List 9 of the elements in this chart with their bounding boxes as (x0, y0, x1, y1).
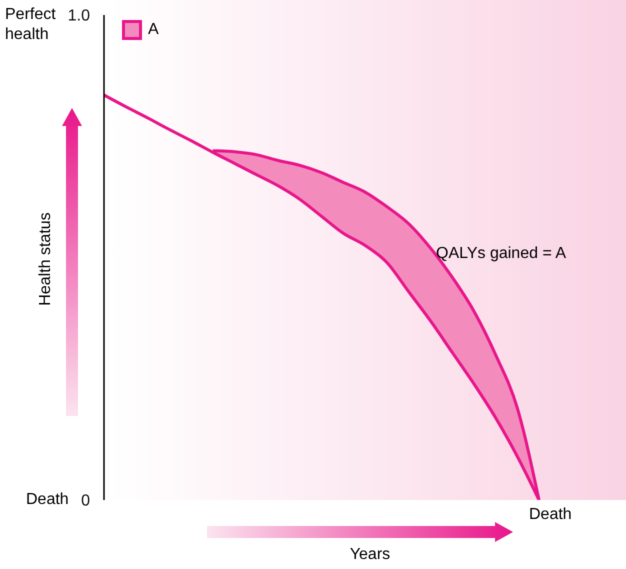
legend-label: A (148, 21, 159, 39)
y-tick-label: 0 (81, 492, 90, 510)
text: Death (26, 491, 69, 509)
x-axis-title: Years (348, 546, 392, 564)
text: Perfect health (5, 5, 57, 45)
y-axis-title: Health status (37, 211, 55, 308)
y-tick-label: 1.0 (68, 8, 90, 25)
text: Death (529, 506, 572, 524)
annotation: QALYs gained = A (436, 245, 566, 263)
